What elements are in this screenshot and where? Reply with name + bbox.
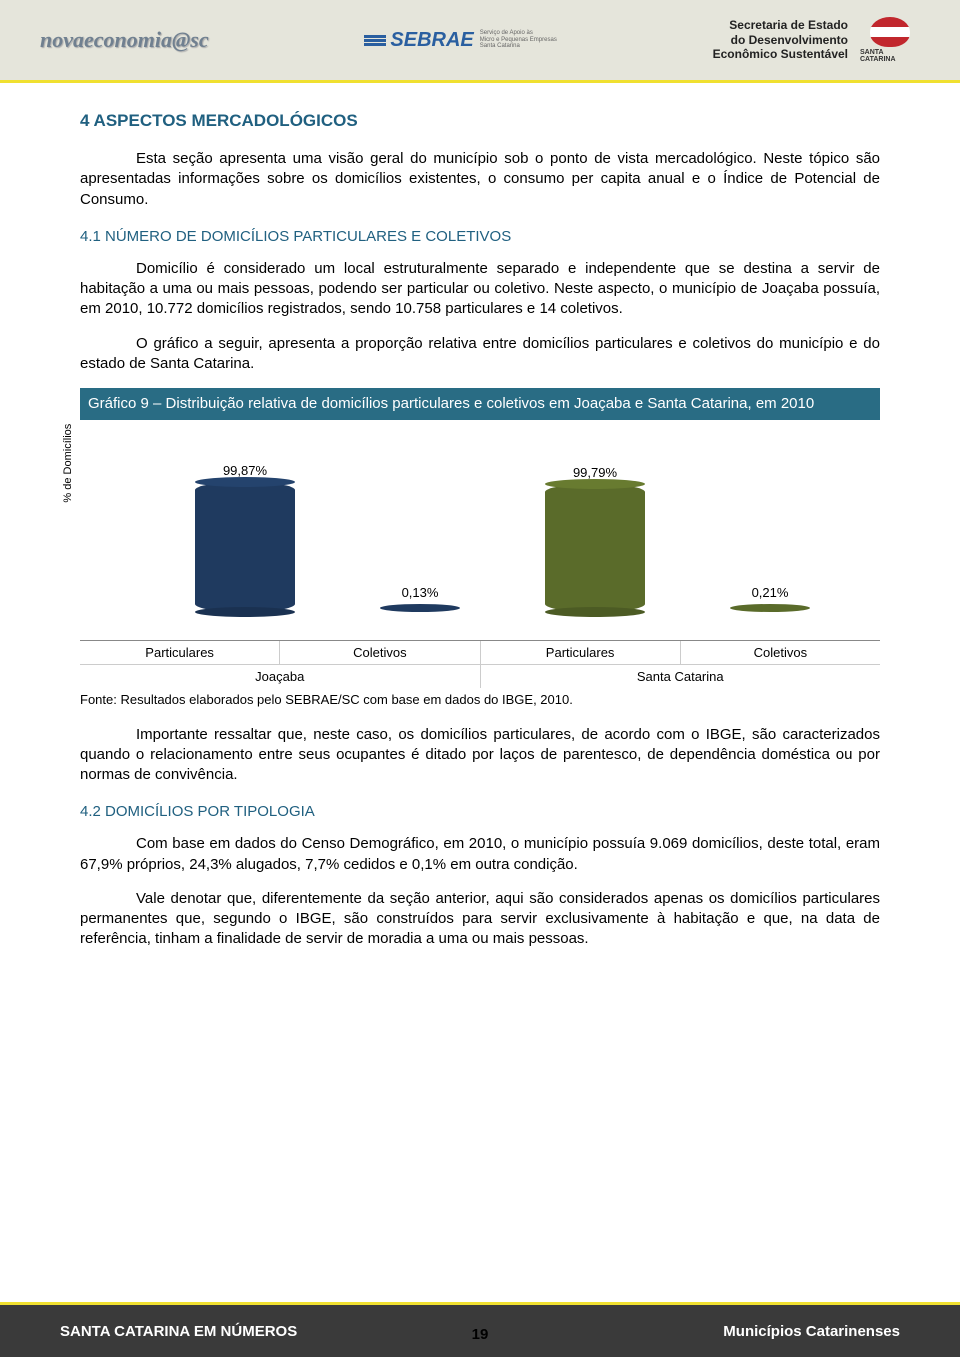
sebrae-sub1: Serviço de Apoio às (480, 30, 557, 37)
page-number: 19 (472, 1326, 489, 1343)
bar-3 (545, 484, 645, 612)
footer-left-text: SANTA CATARINA EM NÚMEROS (60, 1323, 297, 1340)
sebrae-sub2: Micro e Pequenas Empresas (480, 37, 557, 44)
bar-value-2: 0,13% (402, 585, 439, 600)
section-4-2-title: 4.2 DOMICÍLIOS POR TIPOLOGIA (80, 803, 880, 820)
bar-4 (730, 604, 810, 612)
header-band: novaeconomia@sc SEBRAE Serviço de Apoio … (0, 0, 960, 80)
para-2a: Domicílio é considerado um local estrutu… (80, 259, 880, 320)
footer-right-text: Municípios Catarinenses (723, 1323, 900, 1340)
bar-value-4: 0,21% (752, 585, 789, 600)
bar-2 (380, 604, 460, 612)
bar-value-1: 99,87% (223, 463, 267, 478)
para-2b: O gráfico a seguir, apresenta a proporçã… (80, 334, 880, 375)
axis-group-2: Santa Catarina (481, 665, 881, 688)
sebrae-text: SEBRAE (390, 29, 473, 52)
secretaria-l3: Econômico Sustentável (713, 47, 848, 61)
bar-value-3: 99,79% (573, 465, 617, 480)
secretaria-l1: Secretaria de Estado (713, 18, 848, 32)
chart-y-axis-label: % de Domicílios (62, 423, 74, 502)
para-4a: Com base em dados do Censo Demográfico, … (80, 834, 880, 875)
bar-sc-particulares: 99,79% (520, 465, 670, 612)
axis-cat-3: Particulares (481, 641, 681, 664)
sc-label: SANTA CATARINA (860, 49, 920, 63)
chart-title-banner: Gráfico 9 – Distribuição relativa de dom… (80, 388, 880, 420)
secretaria-l2: do Desenvolvimento (713, 33, 848, 47)
bar-joacaba-particulares: 99,87% (170, 463, 320, 612)
logo-novaeconomia: novaeconomia@sc (40, 27, 209, 53)
chart-area: % de Domicílios 99,87% 0,13% 99,79% 0,21… (80, 436, 880, 636)
section-4-1-title: 4.1 NÚMERO DE DOMICÍLIOS PARTICULARES E … (80, 228, 880, 245)
logo-sebrae: SEBRAE Serviço de Apoio às Micro e Peque… (364, 29, 556, 52)
section-4-title: 4 ASPECTOS MERCADOLÓGICOS (80, 111, 880, 131)
para-4b: Vale denotar que, diferentemente da seçã… (80, 889, 880, 950)
axis-group-1: Joaçaba (80, 665, 481, 688)
sebrae-sub3: Santa Catarina (480, 43, 557, 50)
bar-joacaba-coletivos: 0,13% (345, 585, 495, 612)
para-3: Importante ressaltar que, neste caso, os… (80, 725, 880, 786)
axis-cat-2: Coletivos (280, 641, 480, 664)
bar-1 (195, 482, 295, 612)
header-right: Secretaria de Estado do Desenvolvimento … (713, 15, 920, 65)
sc-crest-logo: SANTA CATARINA (860, 15, 920, 65)
chart-axis-row1: Particulares Coletivos Particulares Cole… (80, 640, 880, 664)
page-content: 4 ASPECTOS MERCADOLÓGICOS Esta seção apr… (0, 83, 960, 950)
secretaria-block: Secretaria de Estado do Desenvolvimento … (713, 18, 848, 61)
chart-source: Fonte: Resultados elaborados pelo SEBRAE… (80, 692, 880, 707)
axis-cat-1: Particulares (80, 641, 280, 664)
bar-sc-coletivos: 0,21% (695, 585, 845, 612)
axis-cat-4: Coletivos (681, 641, 880, 664)
para-1: Esta seção apresenta uma visão geral do … (80, 149, 880, 210)
chart-axis-row2: Joaçaba Santa Catarina (80, 664, 880, 688)
